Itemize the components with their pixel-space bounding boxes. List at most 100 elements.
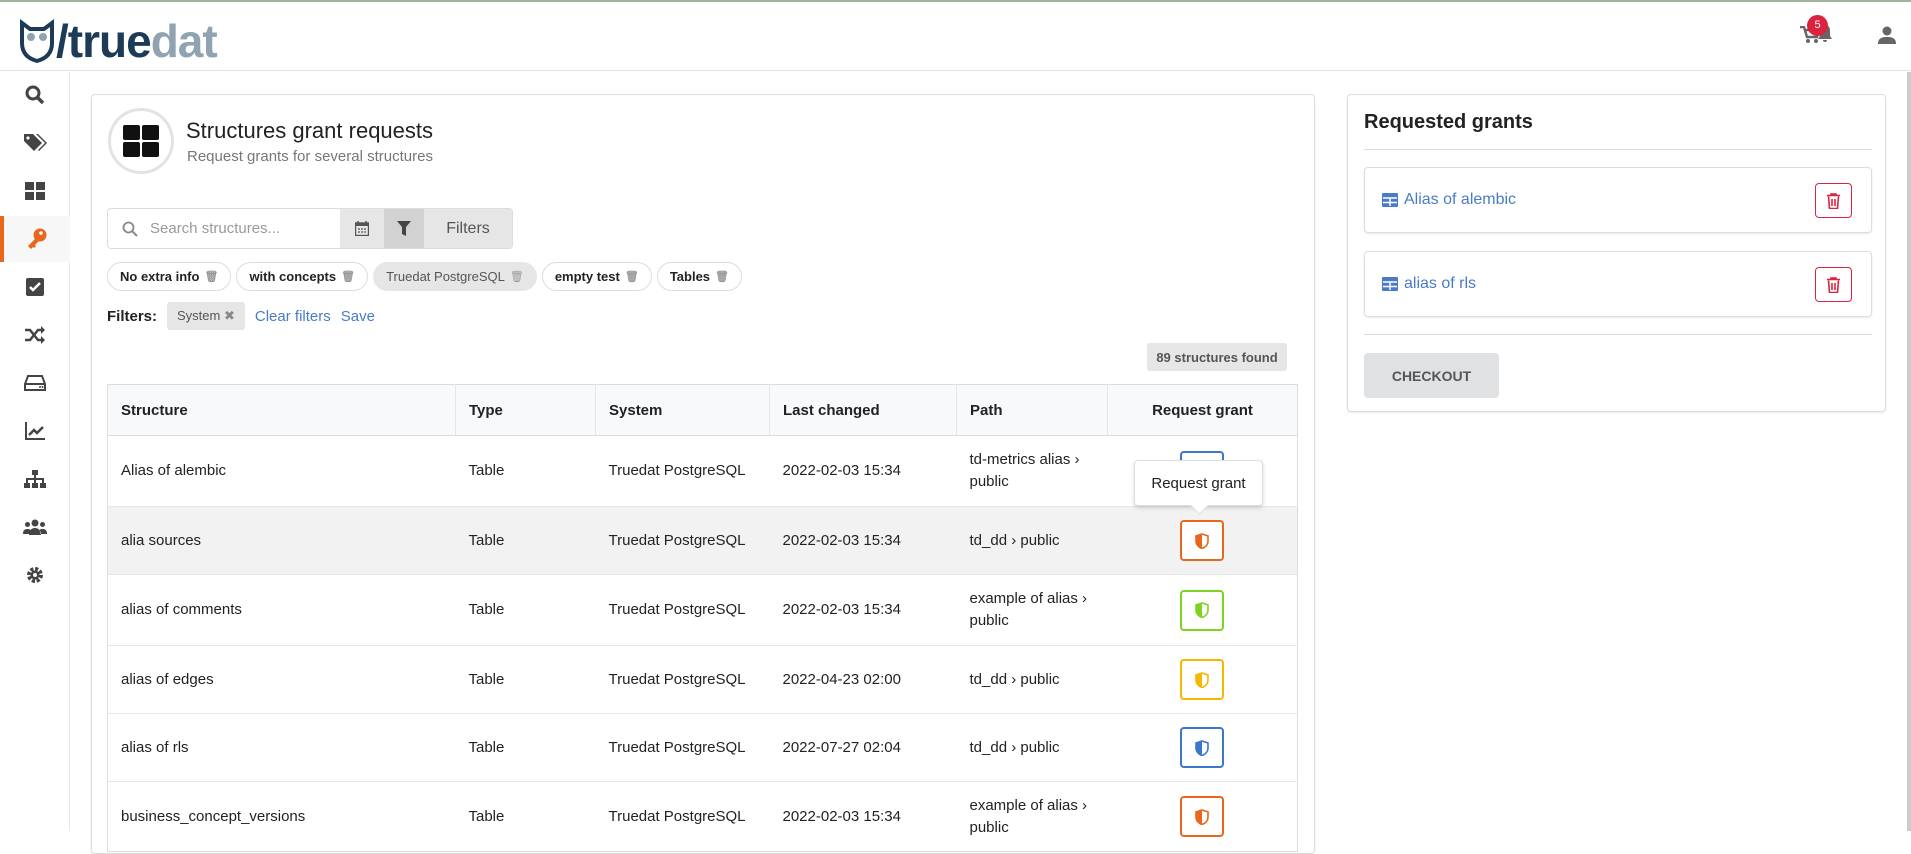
request-grant-button[interactable] bbox=[1180, 659, 1225, 700]
remove-grant-button[interactable] bbox=[1815, 267, 1852, 302]
trash-icon[interactable]: 🗑 bbox=[509, 271, 524, 283]
sidebar-item-users[interactable] bbox=[0, 504, 70, 550]
trash-icon bbox=[1827, 276, 1840, 293]
request-grant-button[interactable] bbox=[1180, 520, 1225, 561]
sitemap-icon bbox=[24, 470, 46, 488]
remove-grant-button[interactable] bbox=[1815, 183, 1852, 218]
table-row[interactable]: alias of rls Table Truedat PostgreSQL 2022-… bbox=[107, 713, 1298, 782]
filter-chip[interactable]: empty test 🗑 bbox=[541, 262, 652, 291]
sidebar-item-grants[interactable] bbox=[0, 216, 70, 262]
col-path[interactable]: Path bbox=[956, 384, 1108, 436]
trash-icon[interactable]: 🗑 bbox=[624, 271, 639, 283]
col-last-changed[interactable]: Last changed bbox=[769, 384, 957, 436]
requested-grant-link[interactable]: Alias of alembic bbox=[1404, 191, 1517, 208]
table-icon bbox=[1382, 277, 1398, 291]
storage-icon bbox=[24, 375, 46, 391]
cell-structure: Alias of alembic bbox=[107, 435, 456, 507]
table-row[interactable]: Alias of alembic Table Truedat PostgreSQL 2… bbox=[107, 435, 1298, 507]
checkout-button[interactable]: CHECKOUT bbox=[1364, 353, 1499, 398]
filter-tag-system[interactable]: System ✖ bbox=[167, 302, 245, 330]
cell-path: td_dd › public bbox=[956, 645, 1108, 714]
cell-system: Truedat PostgreSQL bbox=[595, 781, 770, 852]
cell-structure: alias of comments bbox=[107, 574, 456, 646]
requested-grant-item: Alias of alembic bbox=[1364, 167, 1872, 233]
sidebar-item-settings[interactable] bbox=[0, 552, 70, 598]
title-icon-circle bbox=[108, 108, 174, 174]
sidebar-item-lineage[interactable] bbox=[0, 312, 70, 358]
table-row[interactable]: alias of comments Table Truedat PostgreSQL… bbox=[107, 574, 1298, 646]
col-structure[interactable]: Structure bbox=[107, 384, 456, 436]
filter-tag-label: System bbox=[177, 308, 221, 323]
date-filter-button[interactable] bbox=[340, 209, 384, 248]
cell-request-grant bbox=[1107, 574, 1298, 646]
filter-chip-selected[interactable]: Truedat PostgreSQL 🗑 bbox=[373, 262, 537, 291]
filter-chip[interactable]: with concepts 🗑 bbox=[236, 262, 369, 291]
table-header: Structure Type System Last changed Path … bbox=[107, 384, 1298, 436]
chip-label: with concepts bbox=[249, 269, 337, 284]
request-grant-tooltip: Request grant bbox=[1134, 460, 1263, 506]
cell-path: example of alias › public bbox=[956, 781, 1108, 852]
filter-chip[interactable]: Tables 🗑 bbox=[656, 262, 742, 291]
search-bar: Search structures... Filters bbox=[107, 208, 513, 249]
sidebar-item-storage[interactable] bbox=[0, 360, 70, 406]
request-grant-button[interactable] bbox=[1180, 796, 1225, 837]
filter-chip[interactable]: No extra info 🗑 bbox=[107, 262, 232, 291]
col-type[interactable]: Type bbox=[455, 384, 596, 436]
filters-label: Filters: bbox=[107, 307, 158, 325]
cell-last-changed: 2022-04-23 02:00 bbox=[769, 645, 957, 714]
save-filters-link[interactable]: Save bbox=[340, 307, 375, 325]
search-input[interactable]: Search structures... bbox=[108, 209, 340, 248]
remove-icon[interactable]: ✖ bbox=[223, 308, 235, 323]
table-row[interactable]: business_concept_versions Table Truedat Po… bbox=[107, 781, 1298, 852]
sidebar-item-structures[interactable] bbox=[0, 168, 70, 214]
cell-last-changed: 2022-02-03 15:34 bbox=[769, 435, 957, 507]
request-grant-button[interactable] bbox=[1180, 589, 1225, 631]
divider bbox=[1364, 149, 1872, 150]
clear-filters-link[interactable]: Clear filters bbox=[254, 307, 331, 325]
results-count: 89 structures found bbox=[1147, 343, 1287, 371]
cell-request-grant bbox=[1107, 506, 1298, 575]
table-row[interactable]: alia sources Table Truedat PostgreSQL 2022-… bbox=[107, 506, 1298, 575]
user-icon[interactable] bbox=[1878, 26, 1896, 44]
truedat-logo[interactable]: /true dat bbox=[18, 14, 218, 68]
requested-grants-title: Requested grants bbox=[1364, 111, 1533, 133]
tags-icon bbox=[24, 134, 47, 151]
cell-structure: alias of edges bbox=[107, 645, 456, 714]
cell-system: Truedat PostgreSQL bbox=[595, 506, 770, 575]
cell-request-grant bbox=[1107, 713, 1298, 782]
sidebar-item-tasks[interactable] bbox=[0, 264, 70, 310]
cell-type: Table bbox=[455, 645, 596, 714]
chip-label: Tables bbox=[669, 269, 711, 284]
chip-label: No extra info bbox=[120, 269, 200, 284]
table-row[interactable]: alias of edges Table Truedat PostgreSQL 202… bbox=[107, 645, 1298, 714]
sidebar-item-search[interactable] bbox=[0, 72, 70, 118]
trash-icon[interactable]: 🗑 bbox=[715, 271, 729, 283]
request-grant-button[interactable] bbox=[1180, 727, 1225, 768]
col-system[interactable]: System bbox=[595, 384, 770, 436]
cell-last-changed: 2022-02-03 15:34 bbox=[769, 506, 957, 575]
sidebar-item-dashboards[interactable] bbox=[0, 408, 70, 454]
header: /true dat 5 bbox=[0, 2, 1911, 71]
requested-grant-item: alias of rls bbox=[1364, 251, 1872, 317]
filter-toggle-button[interactable] bbox=[384, 209, 424, 248]
sidebar-item-hierarchy[interactable] bbox=[0, 456, 70, 502]
cell-last-changed: 2022-07-27 02:04 bbox=[769, 713, 957, 782]
sidebar-item-tags[interactable] bbox=[0, 120, 70, 166]
divider bbox=[1364, 334, 1872, 335]
cell-type: Table bbox=[455, 506, 596, 575]
trash-icon[interactable]: 🗑 bbox=[341, 271, 356, 283]
page-subtitle: Request grants for several structures bbox=[187, 148, 433, 165]
cell-path: example of alias › public bbox=[956, 574, 1108, 646]
filters-button[interactable]: Filters bbox=[424, 209, 512, 248]
chart-line-icon bbox=[25, 422, 45, 440]
filter-icon bbox=[397, 221, 411, 236]
cell-type: Table bbox=[455, 713, 596, 782]
cell-path: td_dd › public bbox=[956, 506, 1108, 575]
trash-icon[interactable]: 🗑 bbox=[204, 271, 219, 283]
chip-label: empty test bbox=[554, 269, 620, 284]
page-scrollbar[interactable] bbox=[1907, 72, 1911, 831]
sidebar bbox=[0, 72, 70, 831]
requested-grant-link[interactable]: alias of rls bbox=[1404, 275, 1477, 292]
cell-type: Table bbox=[455, 781, 596, 852]
shield-icon bbox=[1195, 671, 1210, 688]
